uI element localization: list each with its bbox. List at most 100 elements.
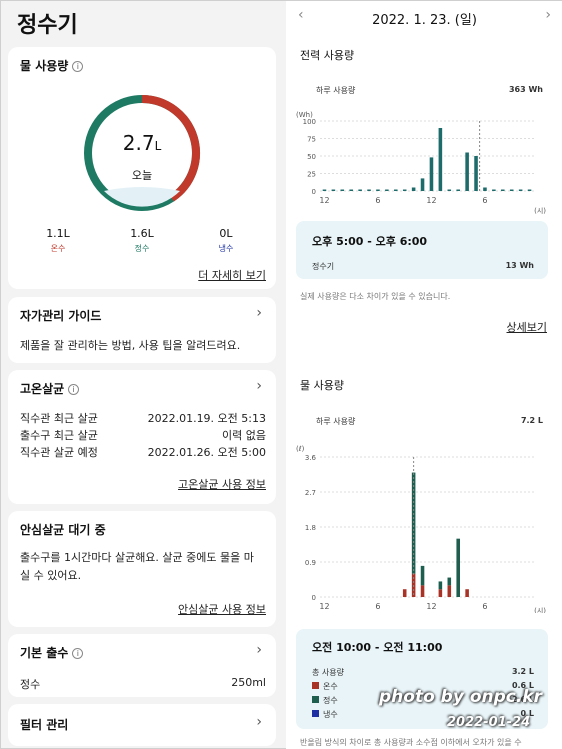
info-icon[interactable]: i <box>72 61 84 72</box>
power-bar <box>349 189 353 191</box>
water-bar <box>438 589 443 597</box>
water-usage-title: 물 사용량 i <box>20 57 84 74</box>
x-tick-label: 12 <box>319 196 329 205</box>
y-tick-label: 3.6 <box>305 454 317 462</box>
hot-swatch-icon <box>312 682 319 689</box>
power-bar <box>394 189 398 191</box>
more-detail-link[interactable]: 더 자세히 보기 <box>198 269 266 282</box>
water-tooltip-hot-value: 0.6 L <box>511 681 534 690</box>
x-tick-label: 12 <box>426 602 436 611</box>
cold-swatch-icon <box>312 710 319 717</box>
x-tick-label: 12 <box>319 602 329 611</box>
info-icon[interactable]: i <box>68 384 80 395</box>
y-tick-label: 0 <box>312 188 316 196</box>
y-axis-unit: (Wh) <box>296 111 313 119</box>
power-bar <box>509 189 514 191</box>
right-panel: ‹ 2022. 1. 23. (일) › 전력 사용량 하루 사용량 363 W… <box>286 1 562 749</box>
power-bar <box>358 189 362 191</box>
y-tick-label: 0.9 <box>305 559 316 567</box>
water-bar <box>402 589 407 597</box>
usage-ring <box>84 95 200 211</box>
power-tooltip-value: 13 Wh <box>505 261 534 270</box>
usage-total-unit: L <box>154 139 162 153</box>
hot-water-value: 1.1L <box>46 227 70 240</box>
cold-water-value: 0L <box>219 227 233 240</box>
y-tick-label: 100 <box>303 118 316 126</box>
power-note: 실제 사용량은 다소 차이가 있을 수 있습니다. <box>300 292 451 301</box>
ring-hot-arc <box>141 95 200 202</box>
sterilization-row-value: 2022.01.26. 오전 5:00 <box>147 446 266 459</box>
purified-water-value: 1.6L <box>130 227 154 240</box>
purified-swatch-icon <box>312 696 319 703</box>
basic-dispense-value: 250ml <box>231 676 266 689</box>
usage-total-value: 2.7 <box>122 131 155 155</box>
water-daily-value: 7.2 L <box>520 416 543 425</box>
power-bar <box>527 189 532 191</box>
x-tick-label: 12 <box>426 196 436 205</box>
water-bar <box>411 472 416 574</box>
safe-sterilization-info-link[interactable]: 안심살균 사용 정보 <box>178 603 266 616</box>
power-bar <box>447 189 452 191</box>
next-date-button[interactable]: › <box>545 7 551 23</box>
water-tooltip-time: 오전 10:00 - 오전 11:00 <box>312 641 443 654</box>
power-bar <box>331 189 336 191</box>
basic-dispense-card: 기본 출수 i › 정수 250ml <box>8 634 276 697</box>
water-footer-note: 반올림 방식의 차이로 총 사용량과 소수점 이하에서 오차가 있을 수 <box>300 738 522 747</box>
filter-card[interactable]: 필터 관리 › <box>8 704 276 746</box>
x-tick-label: 6 <box>482 196 487 205</box>
self-guide-title: 자가관리 가이드 <box>20 309 102 323</box>
chevron-right-icon[interactable]: › <box>256 378 262 394</box>
purified-water-label: 정수 <box>134 244 150 253</box>
self-guide-card[interactable]: 자가관리 가이드 › 제품을 잘 관리하는 방법, 사용 팁을 알려드려요. <box>8 297 276 363</box>
chevron-right-icon[interactable]: › <box>256 642 262 658</box>
basic-dispense-label: 정수 <box>20 678 41 691</box>
sterilization-row-value: 2022.01.19. 오전 5:13 <box>147 412 266 425</box>
prev-date-button[interactable]: ‹ <box>298 7 304 23</box>
y-tick-label: 0 <box>312 594 316 602</box>
watermark-text: photo by onpc.kr <box>379 687 543 707</box>
y-tick-label: 1.8 <box>305 524 316 532</box>
power-usage-title: 전력 사용량 <box>300 49 355 62</box>
sterilization-card: 고온살균 i › 직수관 최근 살균 2022.01.19. 오전 5:13 출수… <box>8 370 276 504</box>
info-icon[interactable]: i <box>72 648 84 659</box>
water-bar <box>420 565 425 586</box>
power-bar <box>518 189 523 191</box>
water-daily-label: 하루 사용량 <box>316 417 356 426</box>
ring-water-fill <box>104 187 180 207</box>
y-tick-label: 50 <box>307 153 316 161</box>
power-bar <box>411 187 416 191</box>
power-tooltip-time: 오후 5:00 - 오후 6:00 <box>312 235 428 248</box>
power-bar <box>376 189 380 191</box>
water-tooltip-hot: 온수 <box>312 681 338 692</box>
water-tooltip-purified: 정수 <box>312 695 338 706</box>
x-tick-label: 6 <box>375 196 380 205</box>
safe-sterilization-card: 안심살균 대기 중 출수구를 1시간마다 살균해요. 살균 중에도 물을 마 실… <box>8 511 276 627</box>
power-bar <box>385 189 389 191</box>
y-tick-label: 75 <box>307 136 316 144</box>
safe-sterilization-title: 안심살균 대기 중 <box>20 523 106 537</box>
water-tooltip-total-label: 총 사용량 <box>312 668 344 677</box>
x-axis-unit: (시) <box>534 207 546 215</box>
left-panel: 정수기 물 사용량 i 2.7L 오늘 1.1L 온수 1.6L 정수 0L 냉수… <box>1 1 284 749</box>
water-tooltip-total-value: 3.2 L <box>511 667 534 676</box>
safe-sterilization-desc-2: 실 수 있어요. <box>20 569 82 582</box>
sterilization-row-value: 이력 없음 <box>222 429 266 442</box>
power-bar <box>465 152 469 191</box>
hot-water-label: 온수 <box>50 244 66 253</box>
usage-total: 2.7L <box>82 131 202 155</box>
water-bar <box>447 585 452 597</box>
chevron-right-icon: › <box>256 305 262 321</box>
power-tooltip-label: 정수기 <box>312 262 335 271</box>
water-chart-title: 물 사용량 <box>300 379 344 392</box>
cold-water-label: 냉수 <box>218 244 234 253</box>
water-tooltip-cold: 냉수 <box>312 709 338 720</box>
water-bar <box>465 589 469 597</box>
detail-view-link[interactable]: 상세보기 <box>506 321 547 334</box>
power-bar <box>492 189 496 191</box>
water-usage-card: 물 사용량 i 2.7L 오늘 1.1L 온수 1.6L 정수 0L 냉수 더 자… <box>8 47 276 289</box>
safe-sterilization-desc-1: 출수구를 1시간마다 살균해요. 살균 중에도 물을 마 <box>20 551 254 564</box>
x-tick-label: 6 <box>482 602 487 611</box>
sterilization-info-link[interactable]: 고온살균 사용 정보 <box>178 478 266 491</box>
